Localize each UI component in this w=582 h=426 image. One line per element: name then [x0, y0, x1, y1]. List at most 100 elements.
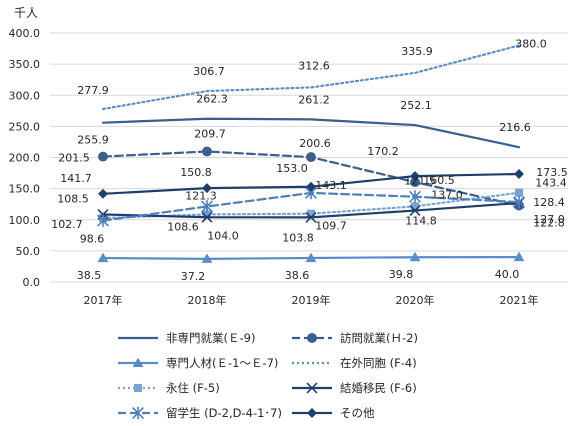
data-label: 335.9: [401, 45, 433, 58]
series-marker: [514, 169, 524, 179]
y-tick-label: 150.0: [9, 183, 41, 196]
data-label: 160.5: [423, 174, 455, 187]
y-axis-unit-label: 千人: [14, 6, 38, 20]
data-label: 141.7: [60, 172, 92, 185]
legend-marker: [133, 383, 143, 393]
series-6: [97, 186, 525, 227]
data-label: 216.6: [499, 121, 531, 134]
y-tick-label: 0.0: [23, 276, 41, 289]
legend-marker: [132, 406, 144, 420]
legend-item: 非専門就業(Ｅ-9): [118, 331, 255, 345]
data-label: 255.9: [77, 134, 109, 147]
series-marker: [98, 151, 108, 162]
series-marker: [98, 188, 108, 199]
series-marker: [202, 146, 212, 157]
legend-item: その他: [292, 406, 375, 420]
data-label: 103.8: [282, 231, 314, 244]
x-tick-label: 2019年: [292, 293, 331, 307]
series-marker: [306, 152, 316, 163]
y-tick-label: 100.0: [9, 214, 41, 227]
series-marker: [201, 211, 213, 223]
series-marker: [202, 183, 212, 194]
data-label: 108.5: [57, 192, 89, 205]
series-line: [101, 117, 521, 149]
series-3: [101, 44, 521, 111]
data-label: 209.7: [194, 127, 226, 140]
legend: 非専門就業(Ｅ-9) 訪問就業(Ｈ-2) 専門人材(Ｅ-1～Ｅ-7) 在外同胞 (F-…: [118, 331, 418, 420]
data-label: 143.1: [315, 179, 347, 192]
series-marker: [410, 171, 420, 182]
legend-marker: [307, 333, 317, 343]
series-marker: [97, 214, 109, 227]
legend-item: 訪問就業(Ｈ-2): [292, 331, 418, 345]
series-marker: [409, 251, 421, 262]
data-label: 98.6: [80, 233, 105, 246]
data-label: 39.8: [389, 268, 414, 281]
x-axis-ticks: 2017年 2018年 2019年 2020年 2021年: [84, 293, 539, 307]
x-tick-label: 2020年: [396, 293, 435, 307]
series-marker: [513, 251, 525, 262]
y-tick-label: 400.0: [9, 27, 41, 40]
data-label: 200.6: [299, 137, 331, 150]
data-label: 114.8: [405, 215, 437, 228]
data-label: 277.9: [77, 84, 109, 97]
series-marker: [410, 202, 420, 211]
x-tick-label: 2017年: [84, 293, 123, 307]
data-label: 108.6: [167, 220, 199, 233]
series-marker: [410, 177, 420, 188]
legend-item: 専門人材(Ｅ-1～Ｅ-7): [118, 356, 278, 370]
series-7: [98, 169, 524, 199]
data-label: 137.0: [431, 189, 463, 202]
data-label: 38.5: [77, 269, 102, 282]
series-lines: [97, 44, 525, 263]
data-label: 262.3: [196, 93, 228, 106]
legend-item: 留学生 (D-2,D-4-1･7): [118, 406, 282, 420]
series-marker: [305, 252, 317, 263]
legend-marker: [307, 408, 317, 418]
legend-marker: [132, 357, 144, 368]
y-tick-label: 300.0: [9, 89, 41, 102]
data-label: 153.0: [276, 162, 308, 175]
legend-marker: [306, 382, 318, 394]
data-label: 306.7: [193, 65, 225, 78]
series-marker: [201, 200, 213, 213]
data-label: 380.0: [515, 37, 547, 50]
legend-label: 結婚移民 (F-6): [340, 381, 417, 395]
y-axis-ticks: 0.0 50.0 100.0 150.0 200.0 250.0 300.0 350.0 400…: [9, 27, 41, 289]
data-label: 109.7: [315, 220, 347, 233]
series-marker: [513, 195, 525, 209]
series-marker: [201, 253, 213, 263]
legend-label: その他: [340, 406, 375, 420]
series-marker: [306, 209, 316, 218]
series-0: [101, 117, 521, 149]
data-label: 104.0: [207, 229, 239, 242]
data-label: 127.0: [533, 213, 565, 226]
data-label: 102.7: [51, 218, 83, 231]
series-marker: [306, 181, 316, 192]
legend-label: 非専門就業(Ｅ-9): [166, 331, 255, 345]
data-label: 122.8: [533, 217, 565, 230]
series-line: [101, 44, 521, 111]
series-marker: [409, 205, 421, 217]
data-label: 37.2: [181, 270, 206, 283]
data-label: 150.8: [180, 166, 212, 179]
data-label: 252.1: [400, 99, 432, 112]
data-label: 143.4: [535, 177, 567, 190]
legend-label: 永住 (F-5): [166, 381, 220, 395]
y-tick-label: 250.0: [9, 120, 41, 133]
legend-label: 訪問就業(Ｈ-2): [340, 331, 418, 345]
series-2: [97, 251, 525, 263]
data-label: 121.5: [404, 174, 436, 187]
legend-item: 永住 (F-5): [118, 381, 220, 395]
series-marker: [97, 252, 109, 263]
series-marker: [202, 210, 212, 219]
legend-label: 専門人材(Ｅ-1～Ｅ-7): [166, 356, 278, 370]
data-label: 38.6: [285, 269, 310, 282]
legend-label: 留学生 (D-2,D-4-1･7): [166, 406, 282, 420]
legend-item: 在外同胞 (F-4): [292, 356, 417, 370]
data-label: 312.6: [298, 59, 330, 72]
legend-item: 結婚移民 (F-6): [292, 381, 417, 395]
data-label: 173.5: [536, 166, 568, 179]
data-label: 201.5: [58, 152, 90, 165]
